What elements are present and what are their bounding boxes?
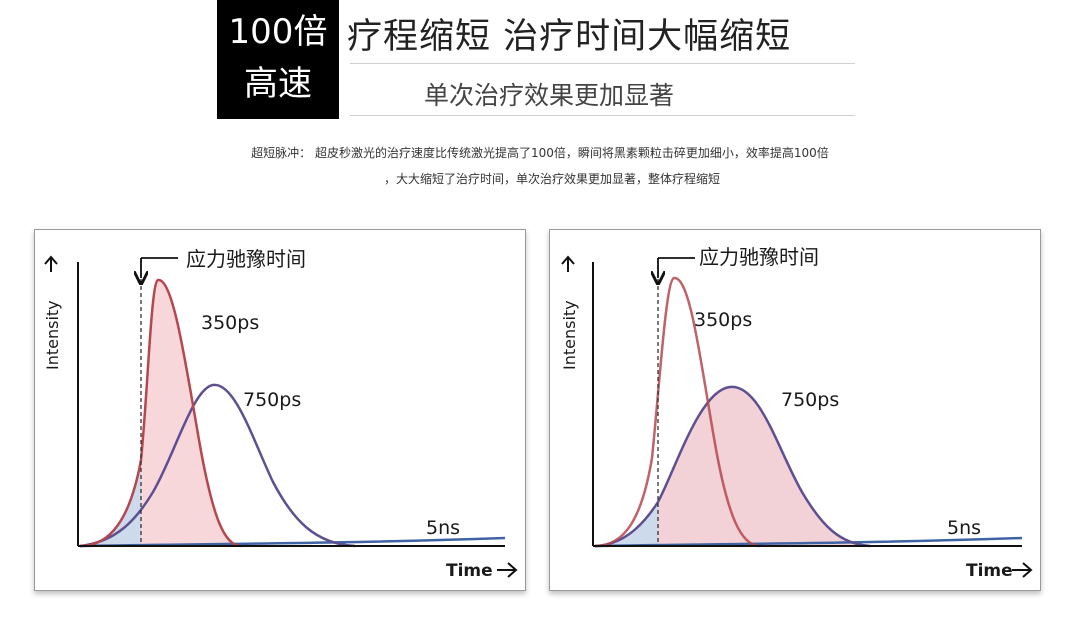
y-axis-arrow-icon — [561, 255, 575, 272]
label-5ns: 5ns — [426, 517, 460, 539]
subtitle-divider — [350, 115, 855, 116]
speed-badge: 100倍 高速 — [217, 0, 339, 119]
label-750ps: 750ps — [781, 389, 839, 411]
label-350ps: 350ps — [694, 309, 752, 331]
page-subtitle: 单次治疗效果更加显著 — [424, 81, 675, 110]
curve-750ps — [594, 385, 871, 548]
label-5ns: 5ns — [947, 517, 981, 539]
pulse-diagram-left: Intensity Time 应力驰豫时间 350ps 750ps 5ns — [34, 229, 526, 591]
pulse-diagram-right: Intensity Time 应力驰豫时间 350ps 750ps 5ns — [549, 229, 1041, 591]
stress-relaxation-label: 应力驰豫时间 — [186, 247, 306, 271]
title-divider — [350, 63, 855, 64]
blue-fill-area — [595, 502, 658, 546]
x-axis-arrow-icon — [1012, 562, 1033, 578]
blue-fill-area — [80, 460, 141, 546]
label-350ps: 350ps — [201, 312, 259, 334]
curve-350ps — [79, 278, 242, 548]
label-750ps: 750ps — [243, 389, 301, 411]
description-line-2: ，大大缩短了治疗时间，单次治疗效果更加显著，整体疗程缩短 — [383, 172, 720, 186]
x-axis-label: Time — [446, 561, 493, 581]
pulse-diagram-left-svg: Intensity Time 应力驰豫时间 350ps 750ps 5ns — [43, 247, 518, 581]
stress-relaxation-label: 应力驰豫时间 — [699, 245, 819, 269]
y-axis-label: Intensity — [43, 300, 62, 370]
badge-line-2: 高速 — [244, 64, 312, 104]
pulse-diagram-right-svg: Intensity Time 应力驰豫时间 350ps 750ps 5ns — [560, 245, 1033, 581]
description-line-1: 超短脉冲： 超皮秒激光的治疗速度比传统激光提高了100倍，瞬间将黑素颗粒击碎更加… — [251, 146, 829, 160]
x-axis-arrow-icon — [497, 562, 518, 578]
y-axis-arrow-icon — [44, 255, 58, 272]
page-title: 疗程缩短 治疗时间大幅缩短 — [347, 17, 792, 57]
curve-350ps — [594, 276, 761, 548]
curve-750ps — [79, 383, 356, 548]
x-axis-label: Time — [966, 561, 1013, 581]
badge-line-1: 100倍 — [228, 12, 328, 52]
y-axis-label: Intensity — [560, 300, 579, 370]
